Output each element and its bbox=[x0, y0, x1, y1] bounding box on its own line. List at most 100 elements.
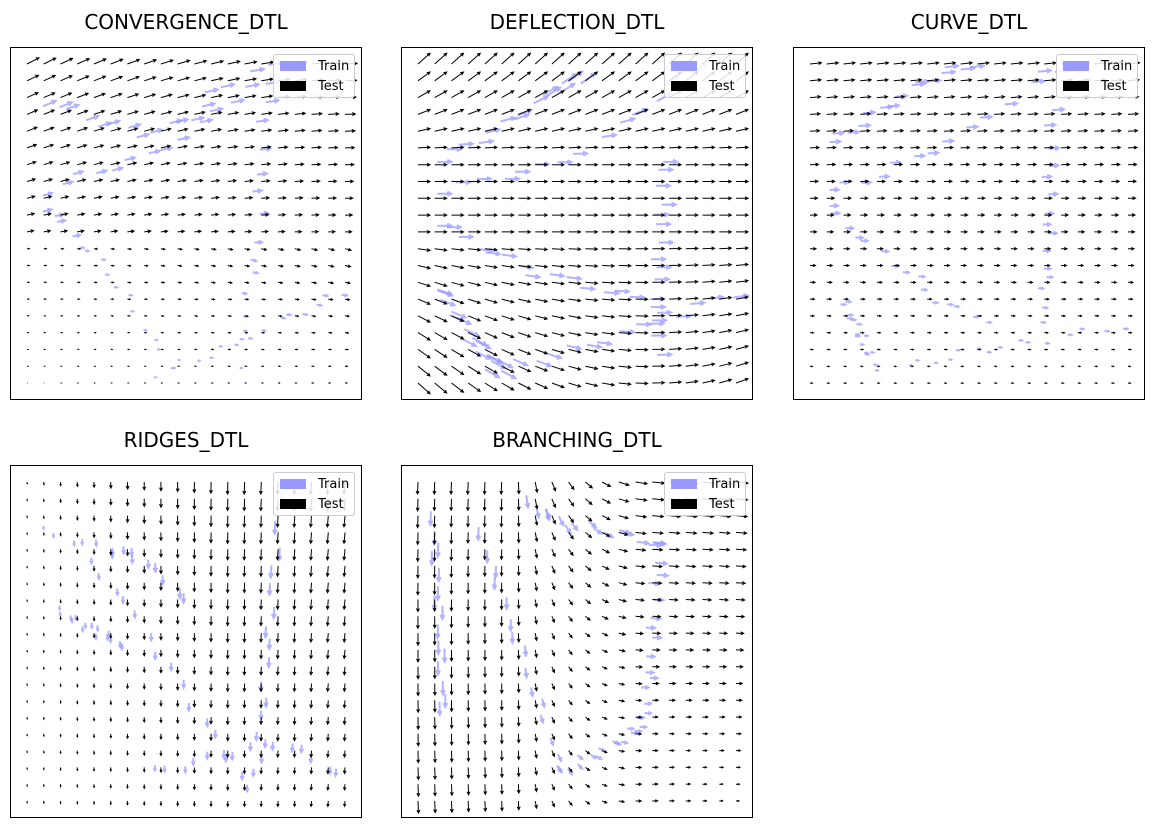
test-vector bbox=[227, 178, 238, 183]
test-vector bbox=[417, 348, 431, 359]
train-vector bbox=[253, 731, 260, 743]
test-vector bbox=[516, 616, 521, 627]
test-vector bbox=[449, 666, 454, 679]
test-vector bbox=[211, 264, 217, 268]
test-vector bbox=[809, 78, 823, 83]
train-series bbox=[42, 60, 350, 379]
test-vector bbox=[551, 196, 566, 201]
test-vector bbox=[466, 582, 471, 595]
test-vector bbox=[259, 616, 263, 627]
train-vector bbox=[654, 276, 671, 283]
test-vector bbox=[294, 382, 298, 384]
test-vector bbox=[465, 498, 470, 512]
test-vector bbox=[93, 92, 106, 99]
test-vector bbox=[342, 515, 347, 529]
test-vector bbox=[994, 95, 1006, 99]
train-vector bbox=[42, 207, 54, 214]
test-vector bbox=[534, 649, 538, 659]
test-vector bbox=[227, 94, 240, 99]
test-vector bbox=[1111, 229, 1119, 234]
test-vector bbox=[585, 666, 591, 671]
test-vector bbox=[26, 700, 28, 704]
test-vector bbox=[109, 616, 113, 623]
test-vector bbox=[635, 564, 646, 569]
test-vector bbox=[618, 598, 628, 603]
test-vector bbox=[735, 614, 746, 619]
test-vector bbox=[261, 111, 273, 116]
test-vector bbox=[876, 314, 882, 318]
test-vector bbox=[499, 549, 504, 561]
test-vector bbox=[416, 666, 421, 680]
test-vector bbox=[669, 531, 681, 535]
test-vector bbox=[142, 800, 146, 806]
test-vector bbox=[417, 365, 431, 377]
test-vector bbox=[843, 111, 855, 116]
test-vector bbox=[499, 784, 504, 795]
test-vector bbox=[175, 717, 180, 724]
test-vector bbox=[92, 784, 96, 789]
test-vector bbox=[60, 365, 63, 367]
test-vector bbox=[1027, 162, 1038, 167]
test-series bbox=[26, 57, 359, 384]
test-vector bbox=[468, 265, 482, 270]
test-vector bbox=[278, 128, 289, 133]
test-vector bbox=[1027, 145, 1038, 150]
test-vector bbox=[568, 348, 582, 354]
test-vector bbox=[242, 784, 247, 792]
test-vector bbox=[160, 161, 171, 166]
test-vector bbox=[227, 162, 238, 166]
test-vector bbox=[518, 52, 532, 65]
test-vector bbox=[1027, 314, 1033, 318]
test-vector bbox=[26, 565, 28, 569]
test-vector bbox=[685, 229, 699, 234]
test-vector bbox=[261, 247, 268, 251]
test-vector bbox=[449, 582, 454, 595]
test-vector bbox=[568, 332, 582, 337]
test-vector bbox=[943, 263, 951, 268]
test-vector bbox=[927, 365, 931, 368]
test-vector bbox=[294, 111, 307, 116]
test-vector bbox=[59, 649, 62, 654]
train-vector bbox=[658, 166, 675, 173]
train-vector bbox=[933, 361, 940, 365]
test-vector bbox=[685, 263, 699, 268]
test-vector bbox=[451, 365, 465, 376]
test-vector bbox=[702, 213, 716, 218]
test-vector bbox=[551, 515, 556, 525]
test-vector bbox=[669, 664, 677, 669]
test-vector bbox=[484, 127, 498, 132]
test-vector bbox=[601, 716, 608, 720]
test-vector bbox=[669, 313, 683, 318]
test-vector bbox=[568, 196, 582, 201]
test-vector bbox=[669, 631, 678, 636]
train-vector bbox=[80, 245, 86, 250]
test-vector bbox=[160, 144, 172, 149]
test-vector bbox=[259, 549, 263, 561]
train-vector bbox=[863, 334, 870, 338]
test-vector bbox=[160, 314, 165, 317]
test-vector bbox=[159, 649, 163, 658]
test-vector bbox=[261, 162, 272, 167]
test-vector bbox=[311, 145, 322, 150]
test-vector bbox=[635, 330, 649, 335]
test-vector bbox=[159, 666, 163, 674]
test-vector bbox=[244, 247, 251, 251]
legend: Train Test bbox=[273, 54, 355, 98]
test-vector bbox=[809, 95, 822, 99]
test-vector bbox=[635, 108, 649, 115]
test-vector bbox=[551, 683, 556, 691]
train-vector bbox=[636, 539, 651, 546]
test-vector bbox=[92, 717, 96, 722]
test-vector bbox=[125, 549, 130, 557]
test-vector bbox=[685, 296, 699, 301]
test-vector bbox=[209, 515, 213, 528]
test-vector bbox=[77, 365, 80, 367]
test-vector bbox=[483, 666, 487, 678]
train-vector bbox=[858, 122, 873, 129]
test-vector bbox=[652, 297, 666, 301]
test-vector bbox=[568, 683, 573, 689]
test-vector bbox=[669, 330, 683, 335]
test-vector bbox=[482, 549, 487, 561]
test-vector bbox=[278, 382, 281, 384]
test-vector bbox=[551, 108, 565, 115]
